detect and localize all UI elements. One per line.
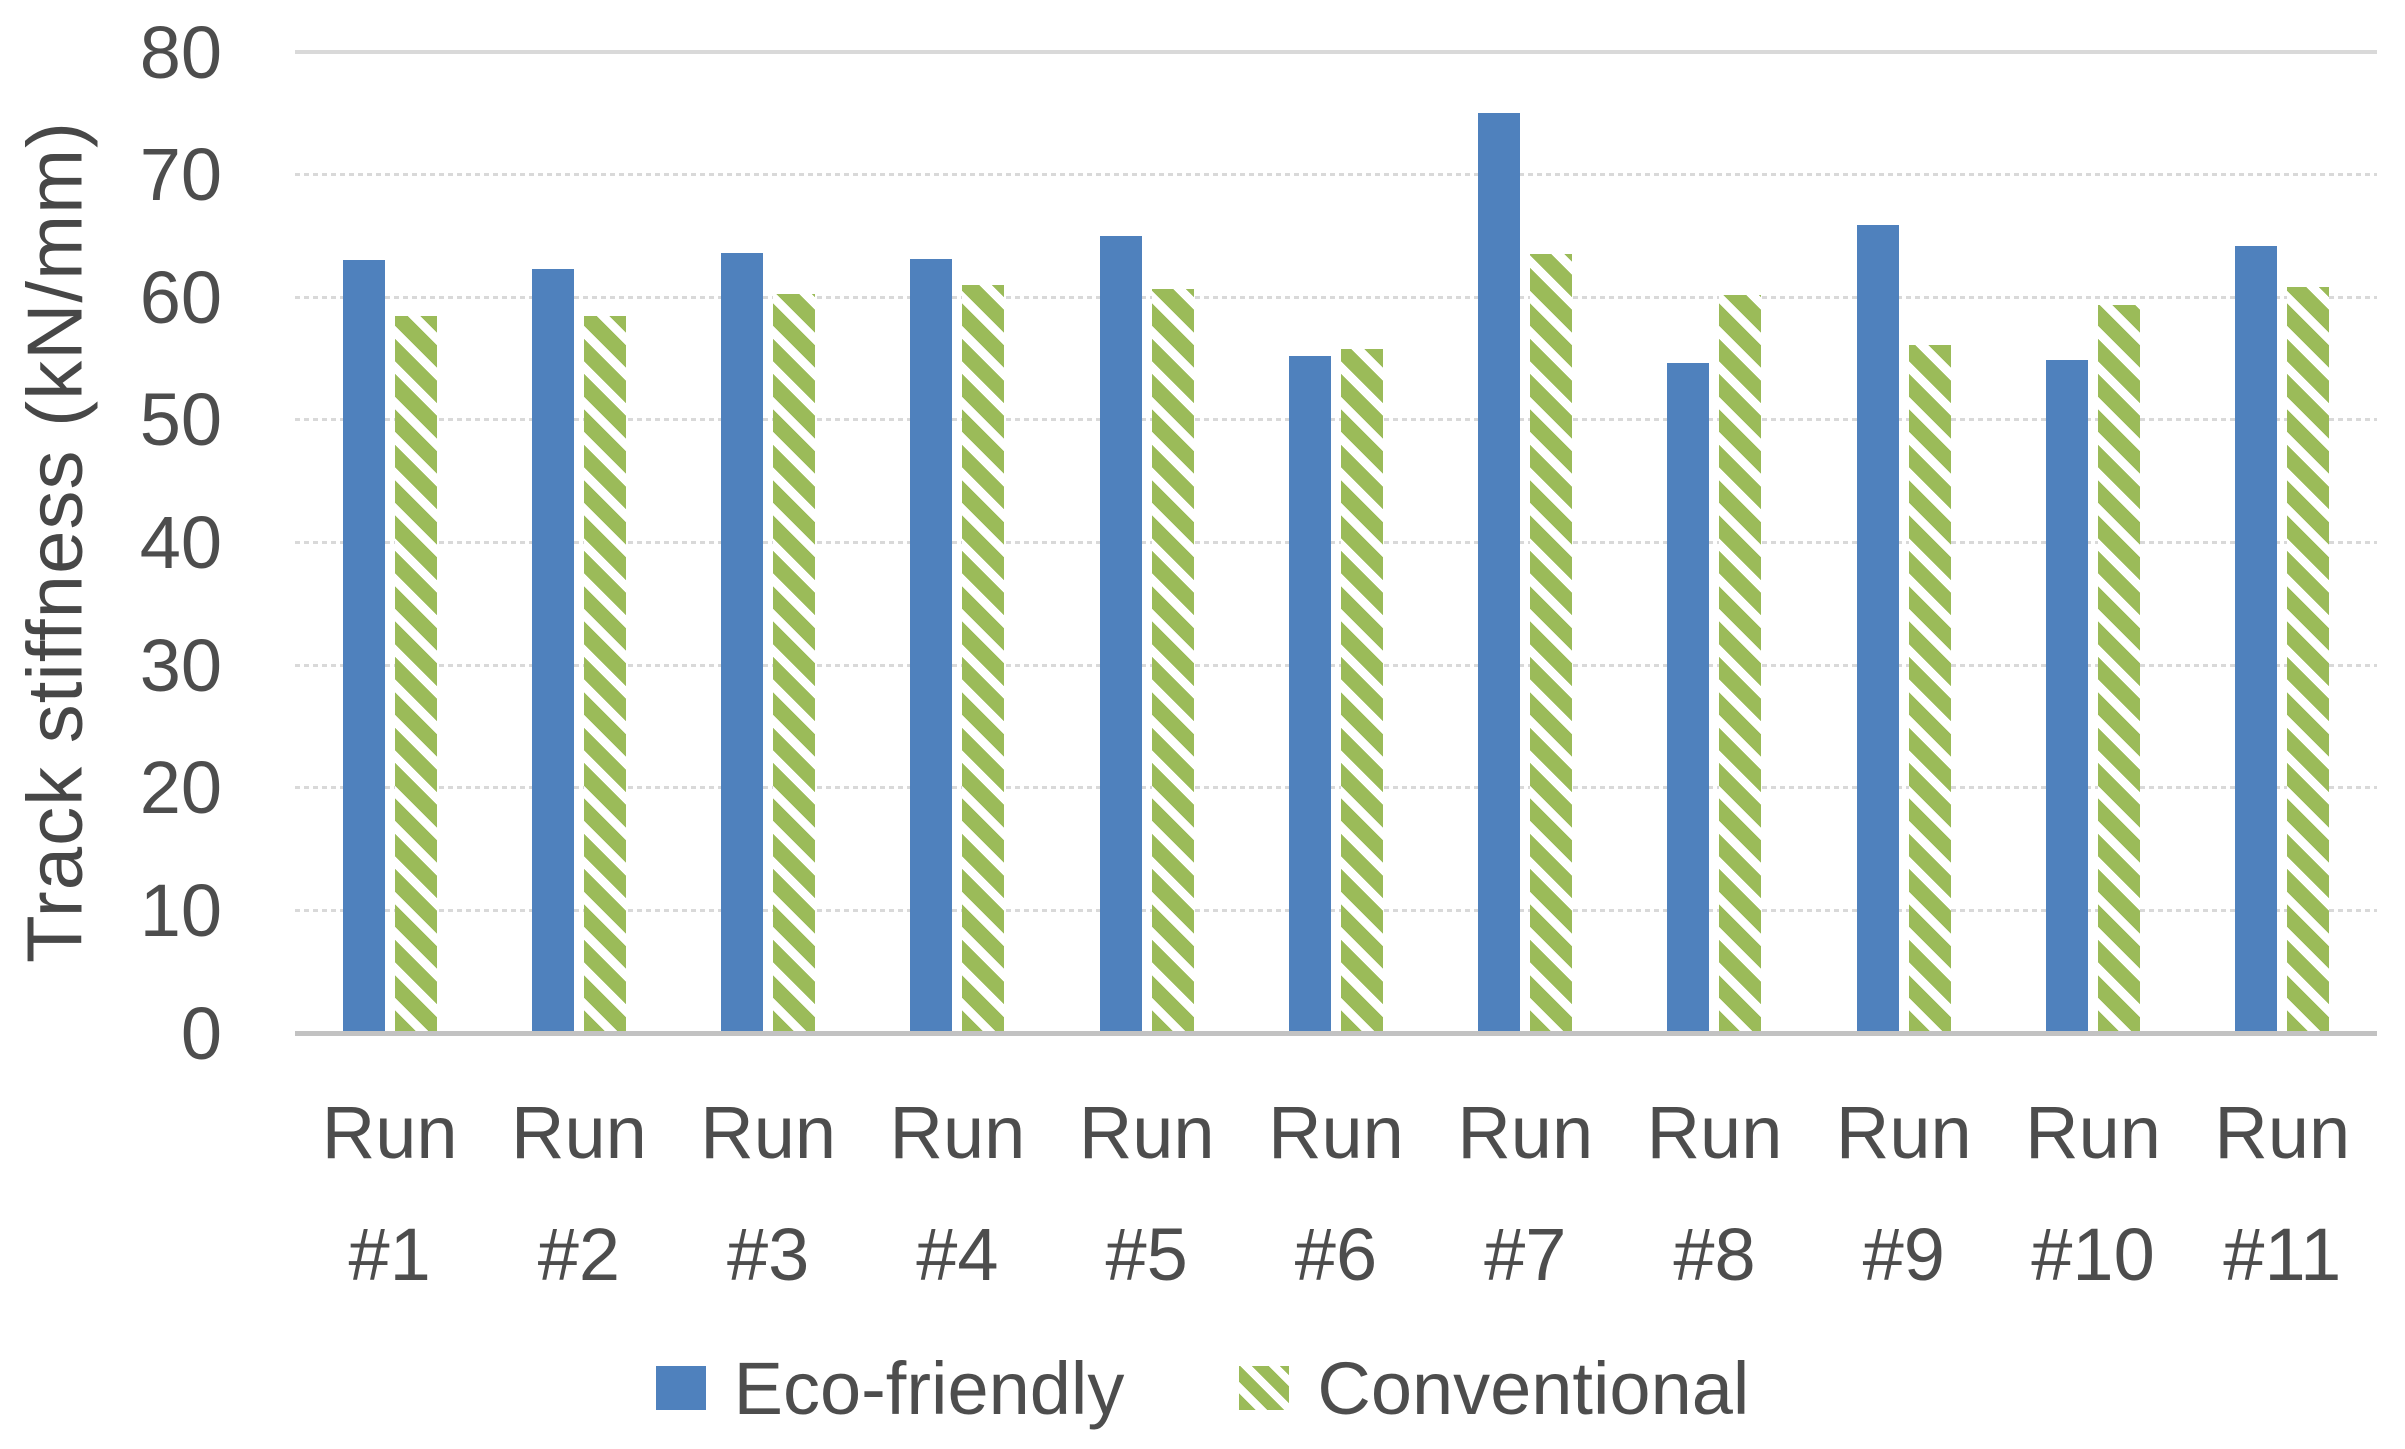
bar-group-run-5 — [1052, 52, 1241, 1033]
y-tick-label-60: 60 — [139, 255, 222, 339]
bar-eco-friendly-run-4 — [910, 259, 953, 1033]
legend-swatch-conventional-icon — [1239, 1366, 1290, 1410]
x-tick-label-run-2: Run #2 — [511, 1091, 647, 1296]
bar-conventional-run-11 — [2287, 287, 2330, 1033]
x-tick-label-run-3: Run #3 — [700, 1091, 837, 1296]
bar-conventional-run-8 — [1719, 294, 1762, 1033]
legend-label-conventional: Conventional — [1317, 1346, 1750, 1430]
gridline-20 — [295, 786, 2377, 790]
legend-swatch-eco-friendly-icon — [655, 1366, 706, 1410]
bars-row — [295, 52, 2377, 1033]
x-tick-label-run-10: Run #10 — [2025, 1091, 2161, 1296]
bar-group-run-4 — [863, 52, 1052, 1033]
gridline-50 — [295, 418, 2377, 422]
bar-group-run-2 — [484, 52, 673, 1033]
gridline-10 — [295, 908, 2377, 912]
y-tick-label-70: 70 — [139, 133, 222, 217]
bar-group-run-10 — [1998, 52, 2187, 1033]
bar-conventional-run-3 — [773, 293, 816, 1033]
y-tick-label-10: 10 — [139, 868, 222, 952]
bar-conventional-run-1 — [394, 315, 437, 1033]
bar-group-run-11 — [2188, 52, 2377, 1033]
x-tick-label-run-9: Run #9 — [1835, 1091, 1972, 1296]
y-tick-label-80: 80 — [139, 10, 222, 94]
bar-conventional-run-9 — [1908, 345, 1951, 1033]
bar-conventional-run-7 — [1530, 254, 1573, 1033]
y-tick-label-30: 30 — [139, 623, 222, 707]
legend-label-eco-friendly: Eco-friendly — [733, 1346, 1125, 1430]
x-tick-label-run-6: Run #6 — [1268, 1091, 1404, 1296]
bar-group-run-1 — [295, 52, 484, 1033]
bar-group-run-8 — [1620, 52, 1809, 1033]
bar-eco-friendly-run-2 — [531, 269, 574, 1033]
bar-conventional-run-4 — [962, 285, 1005, 1033]
x-axis-labels: Run #1 Run #2 Run #3 Run #4 Run #5 Run #6 Run #7 Run #8… — [295, 1072, 2377, 1316]
y-tick-label-50: 50 — [139, 378, 222, 462]
bar-conventional-run-5 — [1151, 288, 1194, 1033]
bar-conventional-run-2 — [583, 315, 626, 1033]
plot-area — [295, 50, 2377, 1036]
x-tick-label-run-7: Run #7 — [1457, 1091, 1594, 1296]
bar-group-run-6 — [1241, 52, 1430, 1033]
x-tick-label-run-8: Run #8 — [1646, 1091, 1783, 1296]
bar-group-run-3 — [674, 52, 863, 1033]
bar-conventional-run-10 — [2098, 304, 2141, 1033]
legend-item-conventional: Conventional — [1239, 1346, 1749, 1431]
bar-group-run-7 — [1431, 52, 1620, 1033]
x-tick-label-run-1: Run #1 — [321, 1091, 458, 1296]
x-tick-label-run-4: Run #4 — [889, 1091, 1026, 1296]
bar-eco-friendly-run-5 — [1099, 235, 1142, 1033]
legend-item-eco-friendly: Eco-friendly — [655, 1346, 1125, 1431]
bar-eco-friendly-run-9 — [1856, 224, 1899, 1033]
bar-eco-friendly-run-6 — [1288, 356, 1331, 1033]
bar-eco-friendly-run-8 — [1667, 363, 1710, 1033]
x-tick-label-run-5: Run #5 — [1078, 1091, 1215, 1296]
bar-conventional-run-6 — [1340, 348, 1383, 1033]
bar-eco-friendly-run-11 — [2235, 245, 2278, 1033]
gridline-30 — [295, 663, 2377, 667]
x-tick-label-run-11: Run #11 — [2214, 1091, 2351, 1296]
y-tick-label-40: 40 — [139, 501, 222, 584]
gridline-40 — [295, 541, 2377, 544]
gridline-70 — [295, 173, 2377, 177]
gridline-0 — [295, 1030, 2377, 1036]
bar-eco-friendly-run-7 — [1478, 113, 1521, 1033]
bar-group-run-9 — [1809, 52, 1998, 1033]
gridline-80 — [295, 50, 2377, 54]
y-tick-label-20: 20 — [139, 746, 222, 830]
bar-eco-friendly-run-10 — [2046, 359, 2089, 1033]
bar-eco-friendly-run-3 — [721, 253, 764, 1033]
gridline-60 — [295, 295, 2377, 299]
y-tick-label-0: 0 — [180, 991, 222, 1075]
bar-eco-friendly-run-1 — [342, 260, 385, 1033]
legend: Eco-friendly Conventional — [0, 1338, 2405, 1438]
